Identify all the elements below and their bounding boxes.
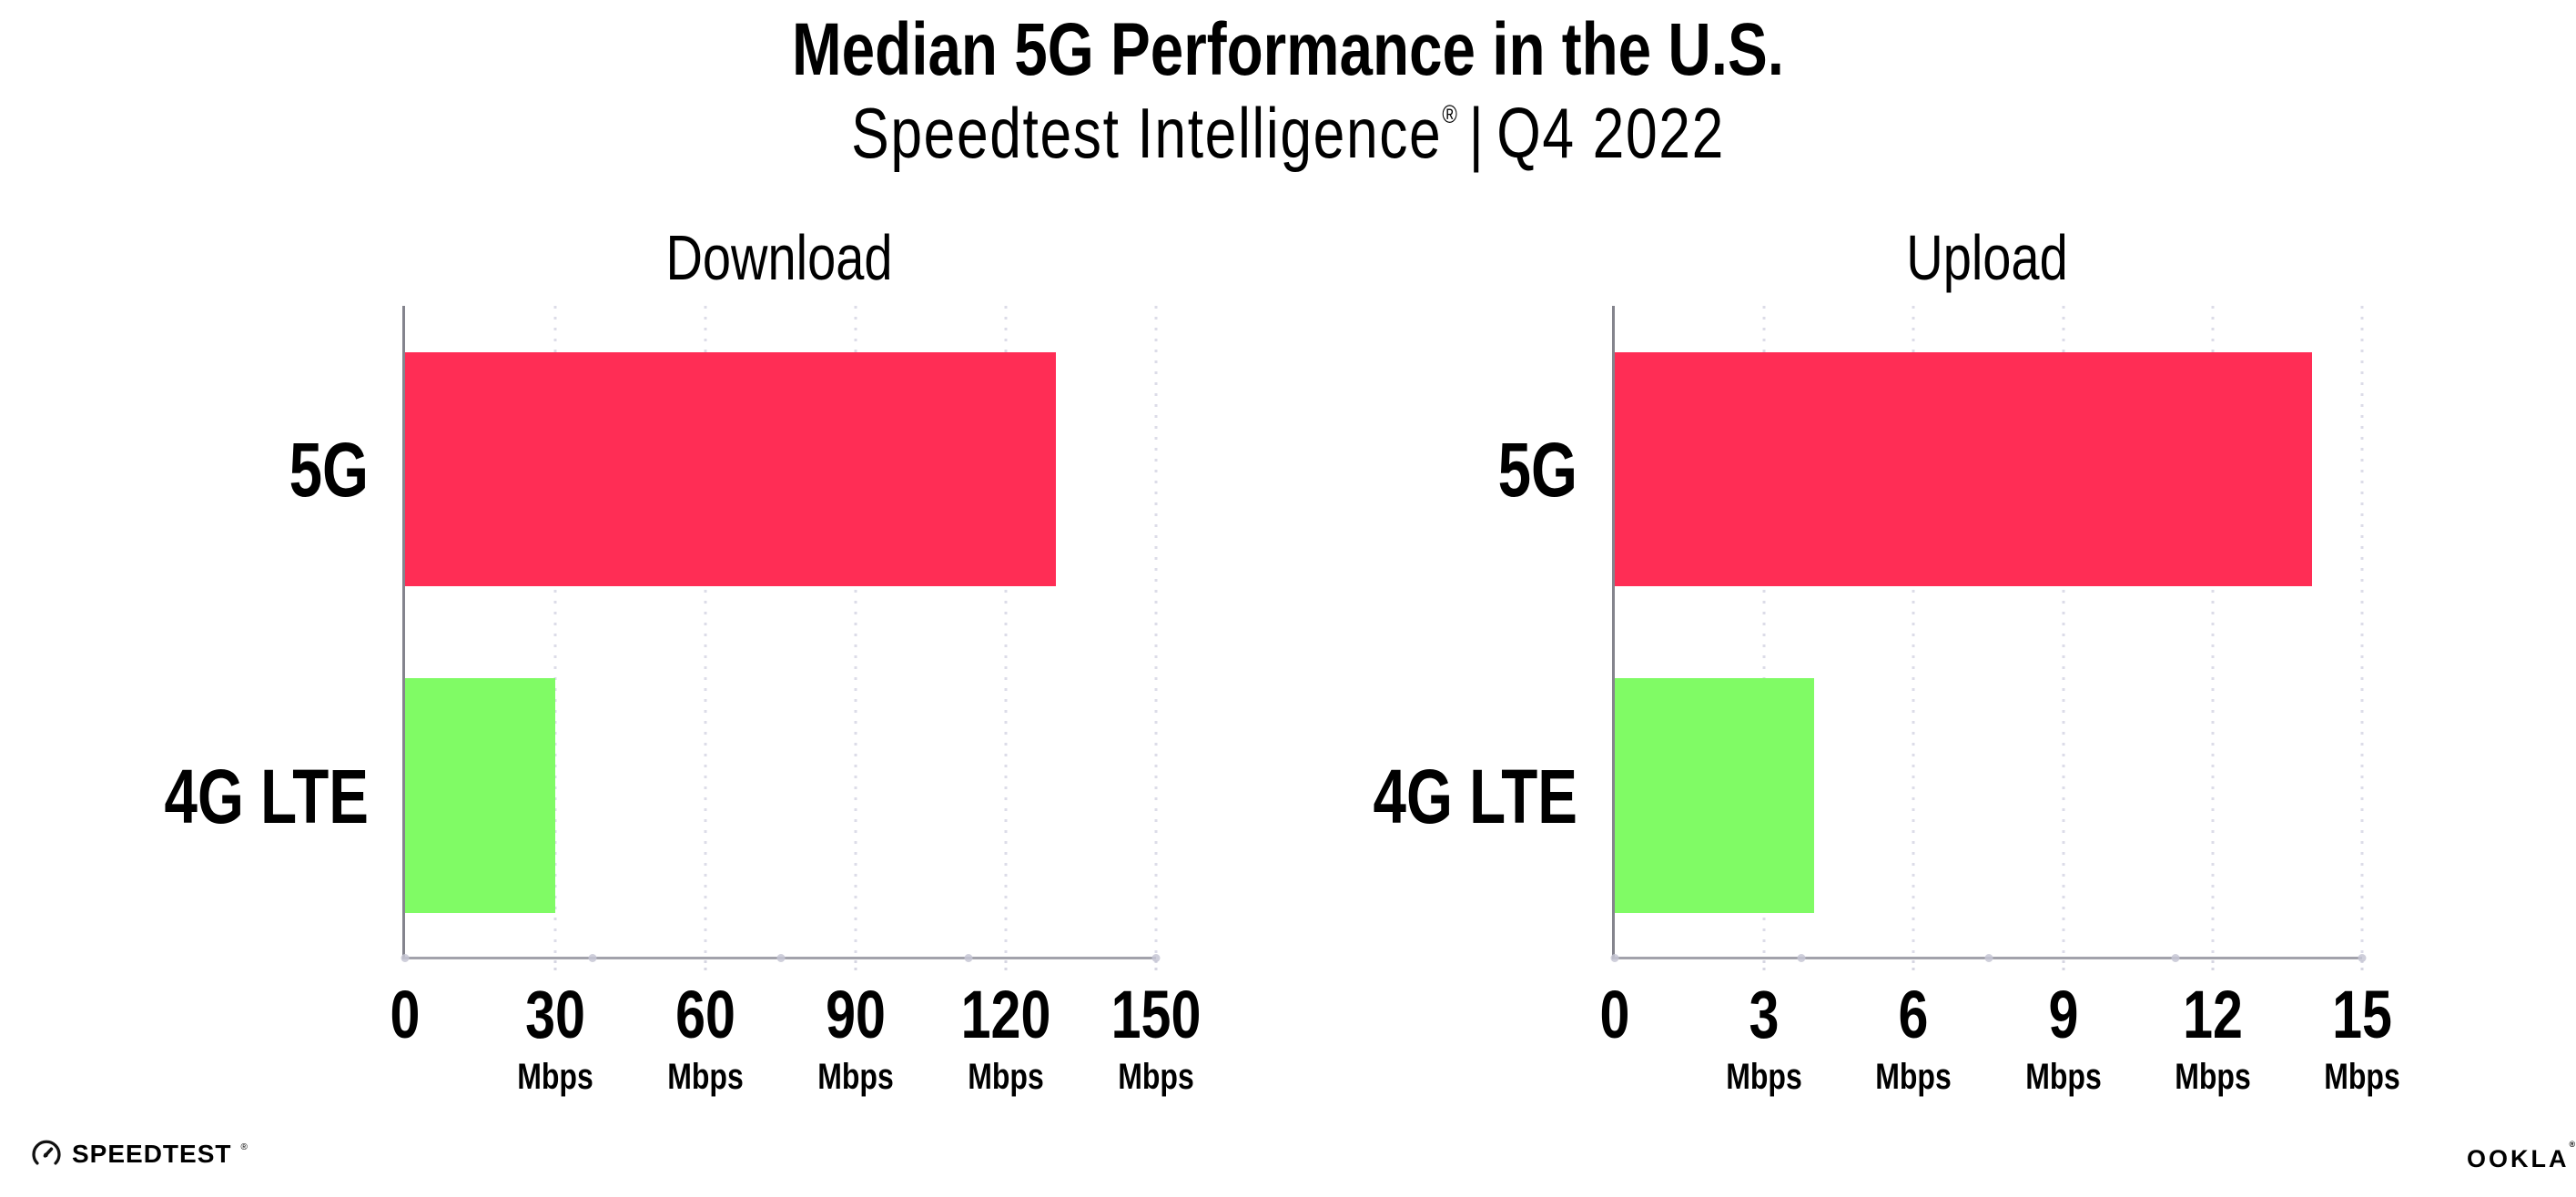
axis-quarter-dot <box>776 954 785 962</box>
x-tick-3: 3 Mbps <box>1726 977 1802 1097</box>
axis-quarter-dot <box>2171 954 2180 962</box>
axis-quarter-dot <box>1151 954 1161 962</box>
subtitle-product: Speedtest Intelligence <box>851 93 1443 173</box>
gridline-120mbps <box>1004 306 1008 957</box>
ookla-wordmark: OOKLA <box>2467 1145 2570 1172</box>
speedtest-registered-icon: ® <box>240 1141 248 1152</box>
gridline-6mbps <box>1912 306 1915 957</box>
speedtest-logo: SPEEDTEST ® <box>30 1138 248 1171</box>
gridline-150mbps <box>1154 306 1158 957</box>
axis-quarter-dot <box>2358 954 2367 962</box>
download-plot-area: 0 30 Mbps 60 Mbps 90 Mbps 120 Mbps 150 M… <box>390 306 1201 1095</box>
registered-trademark-icon: ® <box>1442 100 1457 128</box>
ookla-logo: OOKLA® <box>2467 1140 2575 1173</box>
axis-quarter-dot <box>401 954 410 962</box>
axis-quarter-dot <box>1984 954 1993 962</box>
gridline-60mbps <box>704 306 707 957</box>
x-tick-0: 0 <box>1599 977 1630 1052</box>
ookla-registered-icon: ® <box>2569 1140 2576 1149</box>
x-tick-12: 12 Mbps <box>2175 977 2251 1097</box>
bar-4g-lte-download <box>405 678 555 913</box>
axis-quarter-dot <box>588 954 597 962</box>
x-tick-6: 6 Mbps <box>1875 977 1952 1097</box>
download-category-label-5g: 5G <box>289 427 369 512</box>
upload-plot-area: 0 3 Mbps 6 Mbps 9 Mbps 12 Mbps 15 Mbps <box>1600 306 2400 1095</box>
subtitle-period: Q4 2022 <box>1496 93 1725 173</box>
gridline-9mbps <box>2062 306 2065 957</box>
tick-mark <box>553 960 557 972</box>
tick-mark <box>1154 960 1158 972</box>
gridline-90mbps <box>854 306 857 957</box>
download-category-label-4g-lte: 4G LTE <box>164 754 369 839</box>
speedtest-gauge-icon <box>30 1138 63 1171</box>
tick-mark <box>1762 960 1766 972</box>
download-chart-title: Download <box>665 222 893 293</box>
bar-5g-download <box>405 352 1056 586</box>
page-title: Median 5G Performance in the U.S. <box>792 8 1784 91</box>
axis-quarter-dot <box>1610 954 1619 962</box>
axis-quarter-dot <box>1797 954 1806 962</box>
gridline-3mbps <box>1762 306 1766 957</box>
bar-5g-upload <box>1615 352 2313 586</box>
x-tick-120: 120 Mbps <box>960 977 1051 1097</box>
tick-mark <box>704 960 707 972</box>
x-tick-90: 90 Mbps <box>817 977 894 1097</box>
tick-mark <box>2062 960 2065 972</box>
gridline-15mbps <box>2360 306 2364 957</box>
x-tick-0: 0 <box>390 977 421 1052</box>
tick-mark <box>1004 960 1008 972</box>
x-tick-60: 60 Mbps <box>667 977 744 1097</box>
tick-mark <box>2360 960 2364 972</box>
subtitle-separator: | <box>1468 93 1486 173</box>
speedtest-wordmark: SPEEDTEST <box>72 1140 232 1168</box>
tick-mark <box>2211 960 2215 972</box>
axis-quarter-dot <box>964 954 973 962</box>
x-tick-150: 150 Mbps <box>1111 977 1202 1097</box>
upload-category-label-5g: 5G <box>1497 427 1577 512</box>
tick-mark <box>1912 960 1915 972</box>
x-tick-9: 9 Mbps <box>2024 977 2102 1097</box>
upload-category-label-4g-lte: 4G LTE <box>1373 754 1577 839</box>
tick-mark <box>854 960 857 972</box>
page-subtitle: Speedtest Intelligence® | Q4 2022 <box>258 93 2318 175</box>
upload-chart-title: Upload <box>1906 222 2068 293</box>
x-tick-15: 15 Mbps <box>2324 977 2400 1097</box>
bar-4g-lte-upload <box>1615 678 1814 913</box>
gridline-30mbps <box>553 306 557 957</box>
gridline-12mbps <box>2211 306 2215 957</box>
x-tick-30: 30 Mbps <box>517 977 593 1097</box>
